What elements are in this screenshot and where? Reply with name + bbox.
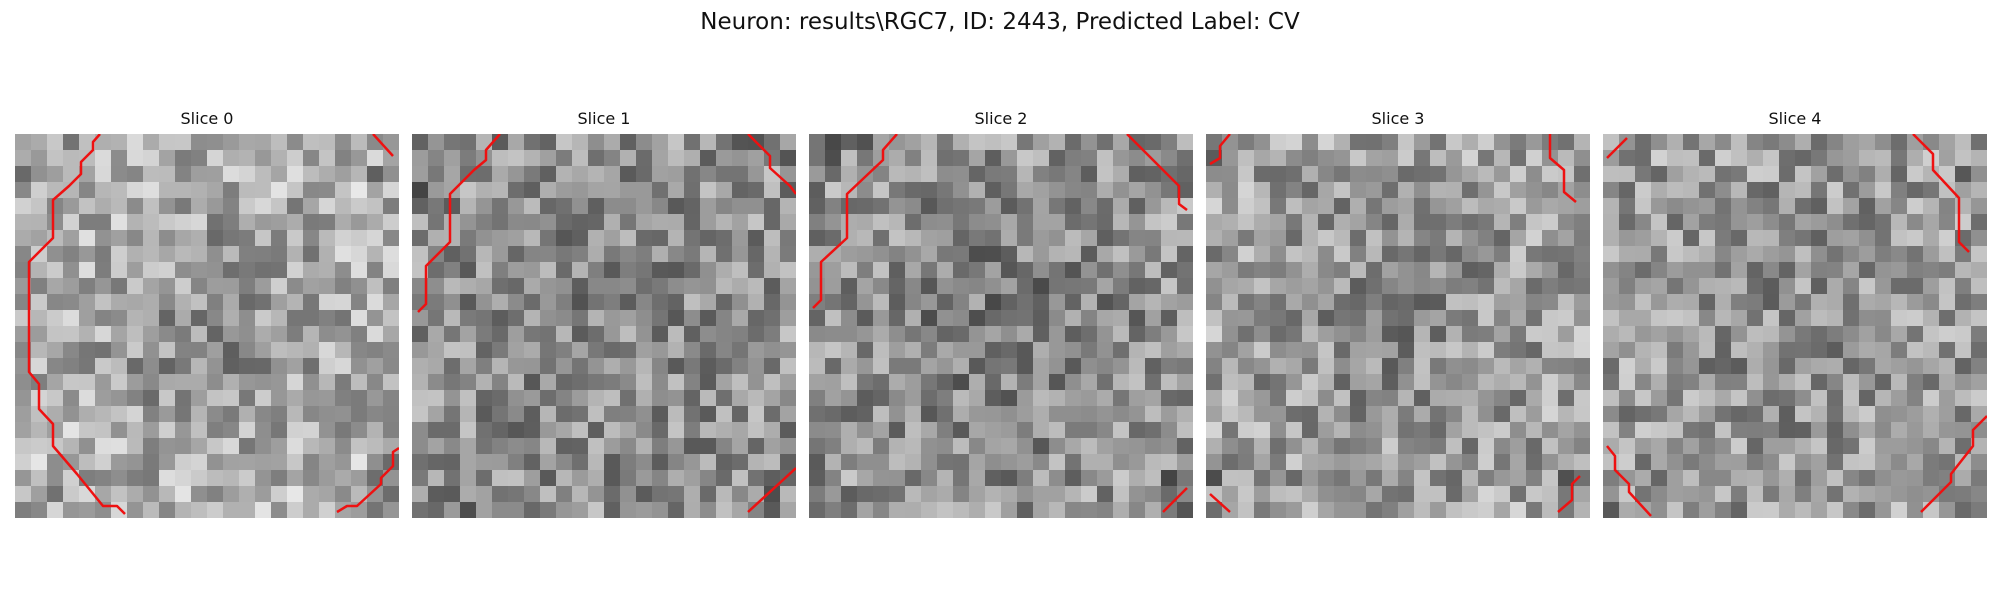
slice-panel-3: Slice 3: [1206, 108, 1590, 518]
slice-title: Slice 1: [577, 109, 631, 128]
contour-line: [1606, 137, 1628, 159]
slice-image: [1206, 134, 1590, 518]
slice-title: Slice 0: [180, 109, 234, 128]
contour-line: [417, 134, 501, 313]
contour-line: [812, 134, 898, 309]
pixel-grid: [1206, 134, 1590, 518]
slice-image: [809, 134, 1193, 518]
pixel-grid: [412, 134, 796, 518]
contour-line: [1209, 493, 1231, 513]
contour-line: [1606, 445, 1652, 517]
contour-line: [1912, 134, 1970, 253]
slice-panel-4: Slice 4: [1603, 108, 1987, 518]
contour-line: [1920, 415, 1987, 513]
slice-title: Slice 3: [1371, 109, 1425, 128]
slice-image: [15, 134, 399, 518]
slice-title: Slice 2: [974, 109, 1028, 128]
pixel-grid: [1603, 134, 1987, 518]
contour-line: [747, 467, 796, 513]
contour-line: [27, 134, 126, 515]
contour-line: [336, 446, 399, 514]
contour-line: [1162, 487, 1188, 513]
contour-line: [1126, 134, 1188, 211]
slice-panel-0: Slice 0: [15, 108, 399, 518]
contour-line: [747, 134, 796, 195]
contour-line: [1557, 475, 1581, 513]
slice-image: [412, 134, 796, 518]
slice-panel-1: Slice 1: [412, 108, 796, 518]
pixel-grid: [809, 134, 1193, 518]
slice-panel-2: Slice 2: [809, 108, 1193, 518]
contour-line: [372, 134, 394, 157]
figure-title: Neuron: results\RGC7, ID: 2443, Predicte…: [700, 9, 1300, 35]
contour-line: [1209, 134, 1231, 166]
slice-title: Slice 4: [1768, 109, 1822, 128]
slice-image: [1603, 134, 1987, 518]
contour-line: [1548, 134, 1577, 203]
pixel-grid: [15, 134, 399, 518]
